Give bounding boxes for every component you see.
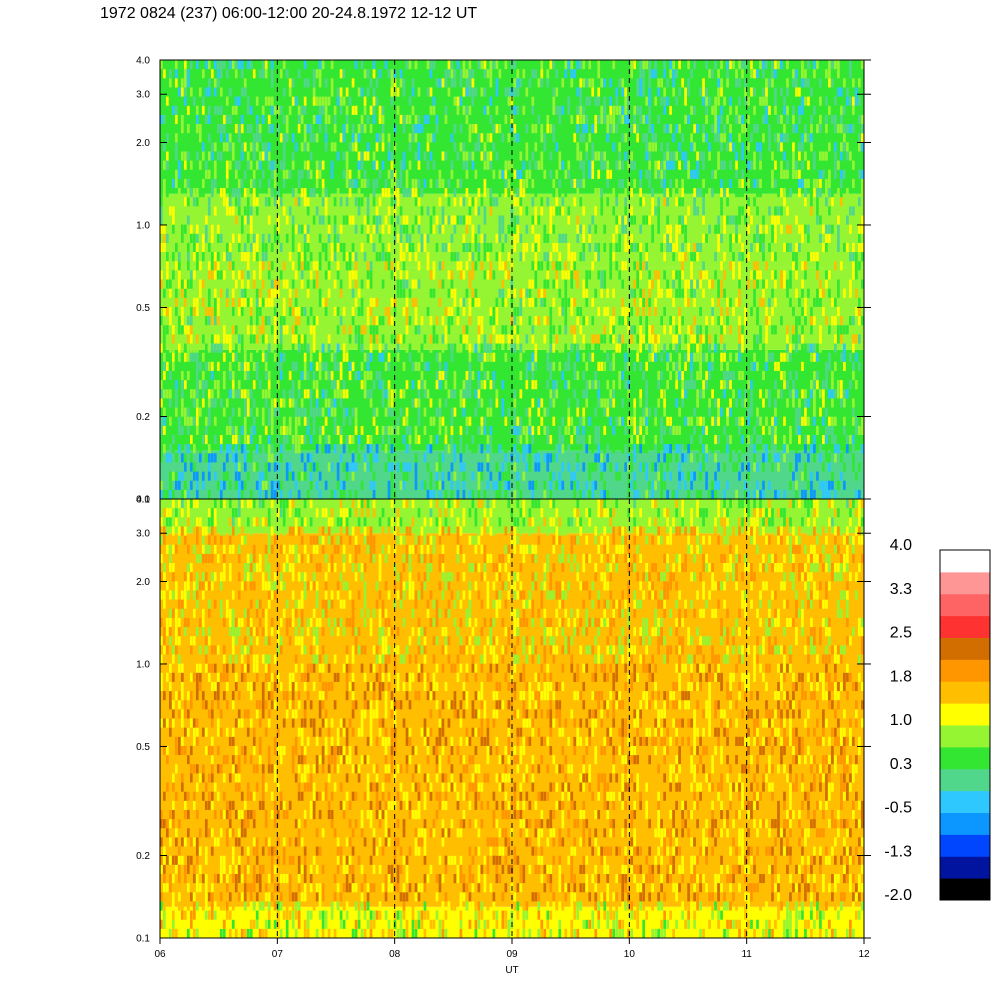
x-tick-label: 11 xyxy=(741,949,752,960)
y-tick-label: 0.2 xyxy=(136,851,150,862)
colorbar-swatch xyxy=(940,571,990,595)
y-tick-label: 1.0 xyxy=(136,220,150,231)
spectrogram-panels: 0.10.20.51.02.03.04.00.10.20.51.02.03.04… xyxy=(136,56,871,960)
colorbar-swatch xyxy=(940,593,990,617)
y-tick-label: 0.5 xyxy=(136,742,150,753)
colorbar-label: 4.0 xyxy=(890,537,912,554)
x-axis-label: UT xyxy=(505,965,518,976)
colorbar-swatch xyxy=(940,615,990,638)
colorbar-label: 0.3 xyxy=(890,756,912,773)
x-tick-label: 08 xyxy=(389,949,401,960)
colorbar-label: 1.8 xyxy=(890,668,912,685)
y-tick-label: 1.0 xyxy=(136,659,150,670)
y-tick-label: 2.0 xyxy=(136,138,150,149)
y-tick-label: 0.2 xyxy=(136,412,150,423)
spectrogram-panel-1: 0.1 0.2 0.5 1.0 2.0 3.0 4.0 xyxy=(136,56,871,506)
colorbar-swatch xyxy=(940,834,990,857)
colorbar-label: 2.5 xyxy=(890,625,912,642)
y-tick-label: 2.0 xyxy=(136,577,150,588)
x-tick-label: 09 xyxy=(506,949,518,960)
colorbar-label: -1.3 xyxy=(884,843,912,860)
colorbar-swatch xyxy=(940,790,990,813)
colorbar-swatch xyxy=(940,725,990,748)
y-tick-label: 0.1 xyxy=(136,495,150,506)
colorbar-swatch xyxy=(940,659,990,682)
colorbar-swatch xyxy=(940,703,990,726)
x-tick-label: 07 xyxy=(272,949,284,960)
y-tick-label: 3.0 xyxy=(136,90,150,101)
colorbar-swatch xyxy=(940,681,990,704)
colorbar-frame xyxy=(939,549,991,901)
colorbar-label: -0.5 xyxy=(884,800,912,817)
colorbar-label: 3.3 xyxy=(890,581,912,598)
x-tick-label: 12 xyxy=(858,949,870,960)
colorbar-label: 1.0 xyxy=(890,712,912,729)
colorbar-swatch xyxy=(940,768,990,792)
y-tick-label: 0.5 xyxy=(136,303,150,314)
y-tick-label: 4.0 xyxy=(136,56,150,67)
spectrogram-panel-2: 0.1 0.2 0.5 1.0 2.0 3.0 4.0 xyxy=(136,495,871,945)
chart-title: 1972 0824 (237) 06:00-12:00 20-24.8.1972… xyxy=(100,5,478,22)
y-tick-label: 0.1 xyxy=(136,934,150,945)
colorbar-swatch xyxy=(940,746,990,770)
colorbar-swatch xyxy=(940,878,990,901)
colorbar-swatch xyxy=(940,812,990,835)
colorbar-swatch xyxy=(940,856,990,879)
x-axis: 06 07 08 09 10 11 12 xyxy=(154,938,870,960)
x-tick-label: 06 xyxy=(154,949,166,960)
y-tick-label: 3.0 xyxy=(136,529,150,540)
colorbar-swatch xyxy=(940,637,990,660)
colorbar-label: -2.0 xyxy=(884,887,912,904)
y-tick-label: 4.0 xyxy=(136,495,150,506)
x-tick-label: 10 xyxy=(624,949,636,960)
colorbar: 4.0 3.3 2.5 1.8 1.0 0.3 -0.5 -1.3 -2.0 xyxy=(884,537,991,904)
colorbar-swatch xyxy=(940,550,990,573)
